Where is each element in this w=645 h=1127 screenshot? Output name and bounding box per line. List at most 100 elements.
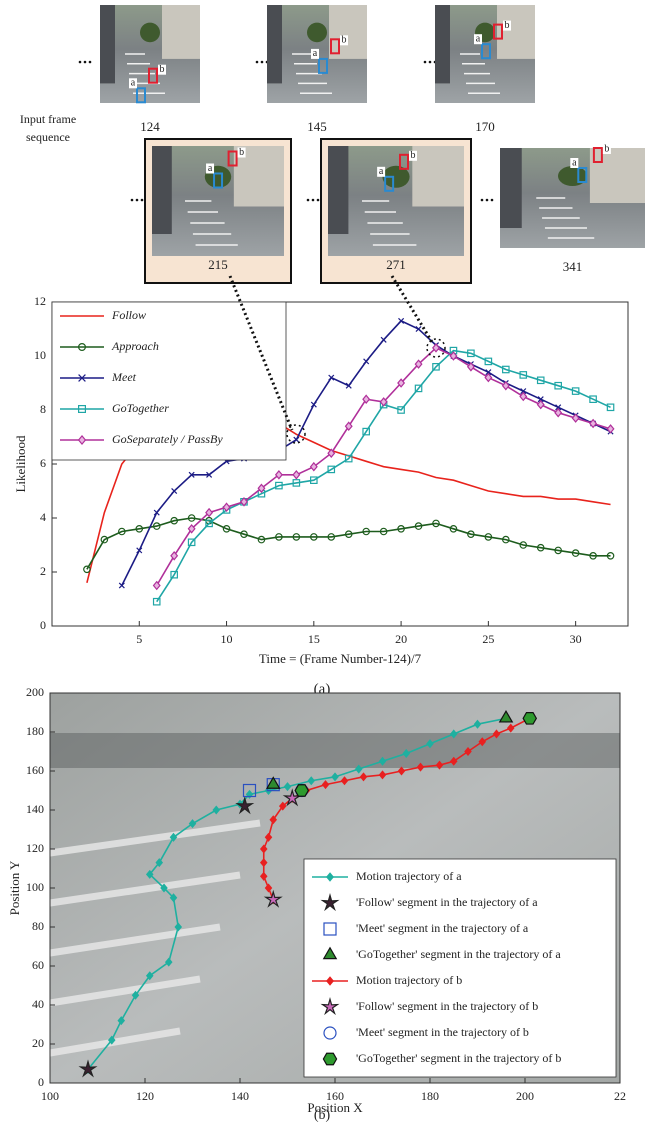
x-tick-label: 120 bbox=[136, 1089, 154, 1103]
x-tick-label: 100 bbox=[41, 1089, 59, 1103]
legend-label: GoSeparately / PassBy bbox=[112, 432, 223, 446]
frame-image: ab bbox=[152, 146, 284, 256]
shrub bbox=[307, 23, 327, 43]
box-label: b bbox=[505, 20, 510, 31]
legend-label: Approach bbox=[111, 339, 159, 353]
legend-label: 'Follow' segment in the trajectory of a bbox=[356, 895, 538, 909]
y-tick-label: 80 bbox=[32, 919, 44, 933]
ellipsis-dot bbox=[307, 199, 310, 202]
box-label: a bbox=[379, 166, 384, 177]
frame-image: ab bbox=[500, 143, 645, 248]
frame-number: 170 bbox=[475, 119, 495, 134]
x-tick-label: 15 bbox=[308, 632, 320, 646]
legend-marker bbox=[323, 1053, 336, 1064]
wall bbox=[100, 5, 115, 83]
building bbox=[412, 146, 464, 207]
building bbox=[590, 148, 645, 203]
box-label: b bbox=[342, 35, 347, 46]
y-tick-label: 12 bbox=[34, 294, 46, 308]
data-point bbox=[468, 363, 474, 371]
building bbox=[162, 5, 200, 59]
ellipsis-dot bbox=[131, 199, 134, 202]
frame-image: ab bbox=[328, 146, 464, 256]
box-label: a bbox=[131, 78, 136, 89]
legend-box bbox=[304, 859, 616, 1077]
data-point bbox=[503, 382, 509, 390]
y-tick-label: 0 bbox=[38, 1075, 44, 1089]
figure: (a) (b) ab124ab145ab170ab215ab271ab34151… bbox=[0, 0, 645, 1127]
y-axis-label: Likelihood bbox=[13, 435, 28, 493]
ellipsis-dot bbox=[481, 199, 484, 202]
y-tick-label: 120 bbox=[26, 841, 44, 855]
frame-image: ab bbox=[267, 5, 367, 103]
ellipsis-dot bbox=[491, 199, 494, 202]
y-tick-label: 6 bbox=[40, 456, 46, 470]
y-tick-label: 20 bbox=[32, 1036, 44, 1050]
ellipsis-dot bbox=[486, 199, 489, 202]
wall bbox=[152, 146, 172, 234]
ellipsis-dot bbox=[261, 61, 264, 64]
data-point bbox=[364, 359, 369, 364]
x-tick-label: 10 bbox=[221, 632, 233, 646]
wall bbox=[500, 148, 522, 228]
box-label: a bbox=[572, 157, 577, 168]
legend-label: 'Meet' segment in the trajectory of b bbox=[356, 1025, 529, 1039]
y-tick-label: 2 bbox=[40, 564, 46, 578]
data-point bbox=[295, 785, 308, 796]
input-label: Input frame sequence bbox=[2, 110, 94, 146]
legend-label: Motion trajectory of b bbox=[356, 973, 462, 987]
y-tick-label: 160 bbox=[26, 763, 44, 777]
box-label: b bbox=[411, 150, 416, 161]
y-tick-label: 8 bbox=[40, 402, 46, 416]
x-axis-label: Position X bbox=[307, 1100, 363, 1115]
box-label: b bbox=[239, 147, 244, 158]
data-point bbox=[223, 503, 229, 511]
data-point bbox=[523, 713, 536, 724]
y-tick-label: 4 bbox=[40, 510, 46, 524]
wall bbox=[435, 5, 450, 83]
data-point bbox=[119, 583, 124, 588]
ellipsis-dot bbox=[429, 61, 432, 64]
data-point bbox=[607, 425, 613, 433]
y-tick-label: 100 bbox=[26, 880, 44, 894]
frame-image: ab bbox=[100, 5, 200, 103]
frame-image: ab bbox=[435, 5, 535, 103]
ellipsis-dot bbox=[89, 61, 92, 64]
frame-number: 271 bbox=[386, 257, 406, 272]
y-tick-label: 60 bbox=[32, 958, 44, 972]
legend-label: 'Meet' segment in the trajectory of a bbox=[356, 921, 529, 935]
ellipsis-dot bbox=[256, 61, 259, 64]
y-tick-label: 200 bbox=[26, 685, 44, 699]
x-axis-label: Time = (Frame Number-124)/7 bbox=[259, 651, 422, 666]
frame-number: 145 bbox=[307, 119, 327, 134]
x-tick-label: 25 bbox=[482, 632, 494, 646]
y-tick-label: 10 bbox=[34, 348, 46, 362]
frame-number: 215 bbox=[208, 257, 228, 272]
box-label: b bbox=[160, 64, 165, 75]
data-point bbox=[381, 337, 386, 342]
legend-label: 'Follow' segment in the trajectory of b bbox=[356, 999, 538, 1013]
data-point bbox=[293, 471, 299, 479]
figure-canvas: (a) (b) ab124ab145ab170ab215ab271ab34151… bbox=[0, 0, 645, 1127]
x-tick-label: 5 bbox=[136, 632, 142, 646]
x-tick-label: 22 bbox=[614, 1089, 626, 1103]
ellipsis-dot bbox=[136, 199, 139, 202]
data-point bbox=[572, 414, 578, 422]
series-line bbox=[87, 518, 611, 569]
building bbox=[329, 5, 367, 59]
ellipsis-dot bbox=[79, 61, 82, 64]
box-label: a bbox=[313, 48, 318, 59]
data-point bbox=[294, 437, 299, 442]
ellipsis-dot bbox=[317, 199, 320, 202]
box-label: b bbox=[604, 143, 609, 154]
y-tick-label: 40 bbox=[32, 997, 44, 1011]
x-tick-label: 140 bbox=[231, 1089, 249, 1103]
ellipsis-dot bbox=[84, 61, 87, 64]
x-tick-label: 200 bbox=[516, 1089, 534, 1103]
y-axis-label: Position Y bbox=[7, 860, 22, 915]
legend-label: Meet bbox=[111, 370, 137, 384]
dark-strip bbox=[50, 733, 620, 768]
ellipsis-dot bbox=[312, 199, 315, 202]
legend-label: GoTogether bbox=[112, 401, 169, 415]
legend-label: Follow bbox=[111, 308, 146, 322]
